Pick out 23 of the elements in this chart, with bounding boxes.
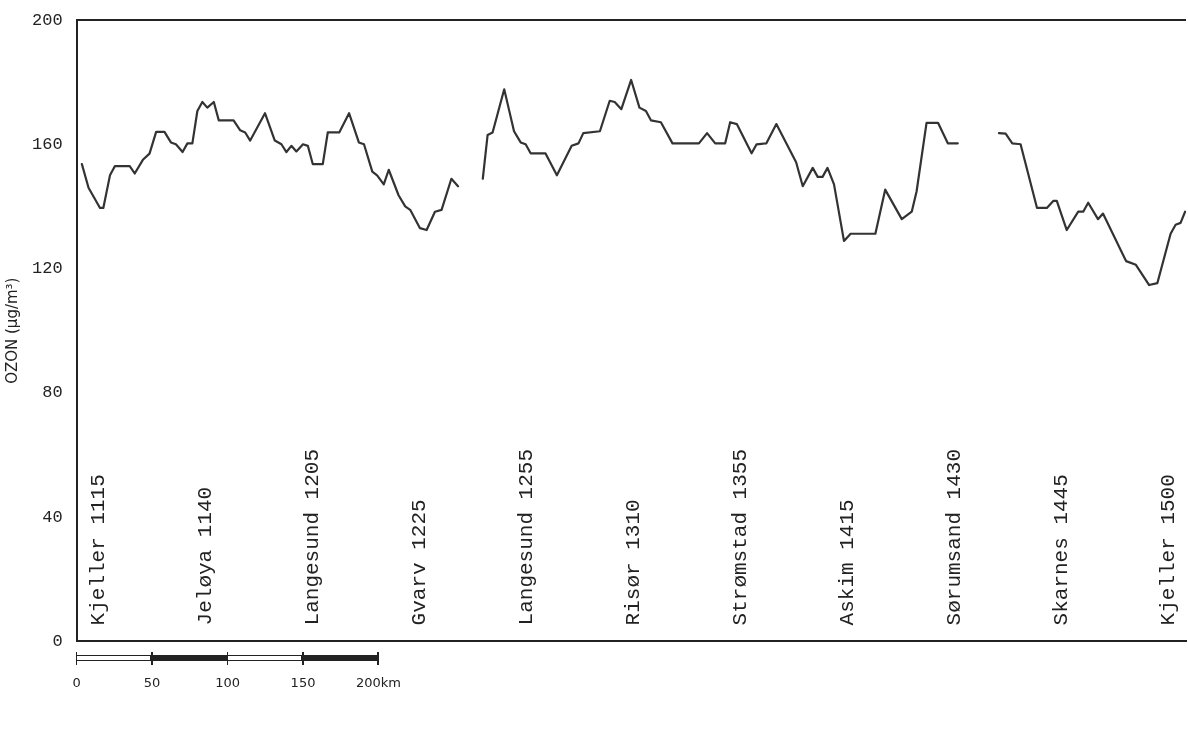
y-axis-title: OZON (µg/m³) [2,277,21,384]
x-tick-label: 150 [290,674,316,690]
y-tick-label: 0 [52,631,63,651]
annotation: Kjeller 1115 [87,474,111,626]
x-tick-label: 200km [355,674,401,690]
annotation: Skarnes 1445 [1049,474,1073,626]
annotation: Strømstad 1355 [728,448,752,626]
y-tick-label: 160 [32,134,63,154]
y-tick-label: 80 [42,383,63,403]
x-tick-label: 100 [215,674,240,690]
x-tick-label: 0 [72,674,81,690]
annotation: Gvarv 1225 [407,499,431,626]
annotation: Sørumsand 1430 [942,448,966,626]
y-tick-label: 120 [32,259,63,279]
annotation: Kjeller 1500 [1156,474,1180,626]
annotation: Langesund 1255 [514,448,538,626]
y-tick-label: 40 [42,507,63,527]
annotation: Askim 1415 [835,499,859,626]
annotation: Jeløya 1140 [194,486,218,626]
annotation: Risør 1310 [621,499,645,626]
annotation: Langesund 1205 [301,448,325,626]
y-tick-label: 200 [32,10,63,30]
x-tick-label: 50 [143,674,161,690]
